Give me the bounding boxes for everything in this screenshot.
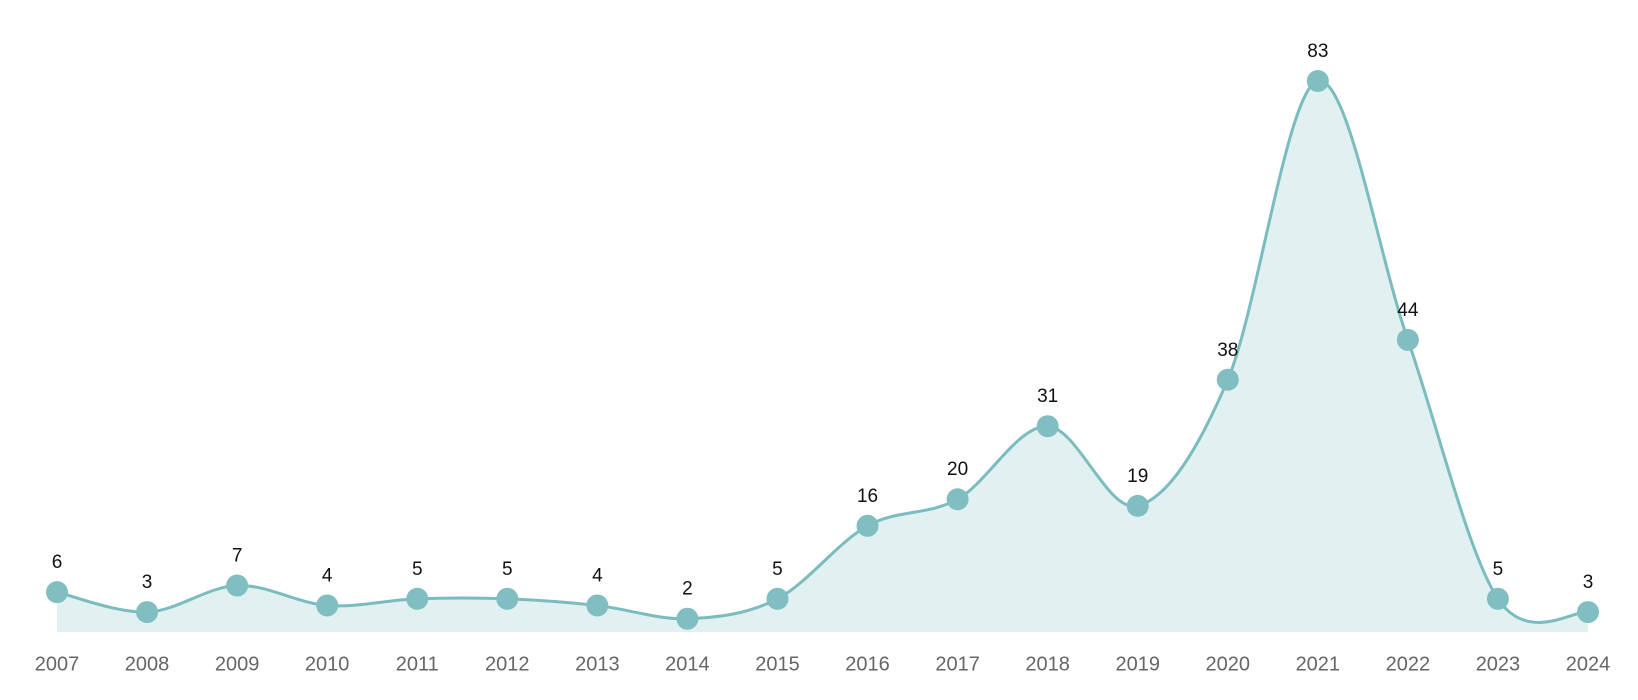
marker: [1396, 328, 1419, 351]
value-label: 19: [1127, 466, 1148, 487]
marker: [1306, 70, 1329, 92]
value-label: 5: [1493, 559, 1504, 580]
value-label: 20: [947, 459, 968, 480]
marker: [1577, 601, 1599, 624]
x-tick-label: 2013: [575, 653, 620, 675]
value-label: 3: [142, 572, 153, 593]
x-tick-label: 2015: [755, 653, 800, 675]
marker: [946, 488, 969, 511]
value-label: 2: [682, 579, 693, 600]
value-label: 31: [1037, 386, 1058, 407]
marker: [406, 587, 429, 610]
value-label: 38: [1217, 340, 1238, 361]
value-label: 5: [772, 559, 783, 580]
value-label: 16: [857, 486, 878, 507]
marker: [1216, 368, 1239, 391]
marker: [1036, 415, 1059, 438]
marker: [676, 607, 699, 630]
marker: [136, 601, 159, 624]
x-tick-label: 2022: [1386, 653, 1431, 675]
x-tick-label: 2019: [1115, 653, 1160, 675]
value-label: 3: [1583, 572, 1594, 593]
x-tick-label: 2012: [485, 653, 530, 675]
value-label: 5: [412, 559, 423, 580]
x-tick-label: 2023: [1476, 653, 1521, 675]
marker: [766, 587, 789, 610]
marker: [586, 594, 609, 617]
value-label: 6: [52, 552, 63, 573]
x-tick-label: 2008: [125, 653, 170, 675]
value-label: 7: [232, 546, 243, 567]
value-label: 44: [1397, 300, 1419, 321]
x-tick-label: 2024: [1566, 653, 1611, 675]
x-tick-label: 2020: [1206, 653, 1251, 675]
value-label: 83: [1307, 41, 1328, 62]
marker: [1486, 587, 1509, 610]
x-tick-label: 2017: [935, 653, 980, 675]
x-tick-label: 2016: [845, 653, 890, 675]
x-tick-label: 2009: [215, 653, 260, 675]
area: [57, 80, 1588, 633]
value-label: 4: [592, 565, 603, 586]
x-tick-label: 2011: [396, 653, 439, 675]
x-tick-label: 2014: [665, 653, 710, 675]
value-label: 5: [502, 559, 513, 580]
marker: [226, 574, 249, 597]
x-tick-label: 2010: [305, 653, 350, 675]
marker: [856, 514, 879, 537]
x-tick-label: 2007: [35, 653, 80, 675]
marker: [1126, 494, 1149, 517]
marker: [316, 594, 339, 617]
x-tick-label: 2018: [1025, 653, 1070, 675]
marker: [46, 581, 68, 604]
x-tick-label: 2021: [1296, 653, 1341, 675]
marker: [496, 587, 519, 610]
value-label: 4: [322, 565, 333, 586]
